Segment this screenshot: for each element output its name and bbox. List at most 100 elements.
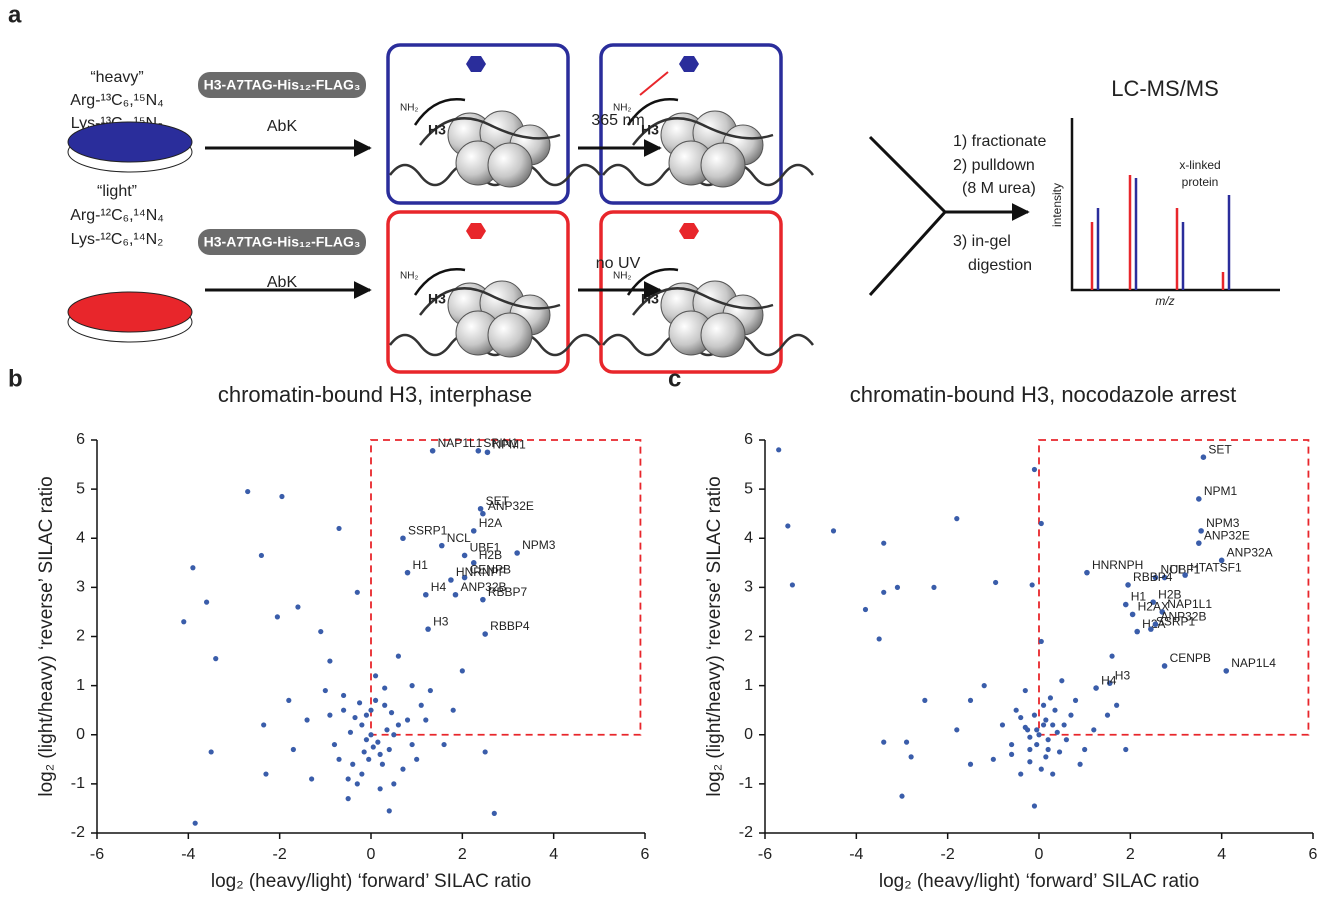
point-label: H3 xyxy=(1115,668,1131,682)
x-tick-label: -6 xyxy=(758,846,772,863)
labeled-point xyxy=(1161,663,1168,669)
point xyxy=(903,739,910,745)
point-label: NCL xyxy=(447,531,471,545)
heavy-label: “heavy” xyxy=(90,69,143,86)
point xyxy=(993,579,999,586)
amine: NH₂ xyxy=(613,103,631,114)
histone: H3 xyxy=(641,122,659,138)
point xyxy=(899,793,905,799)
point xyxy=(1040,702,1047,708)
point xyxy=(354,781,360,787)
x-tick-label: 2 xyxy=(458,846,467,863)
y-tick-label: 0 xyxy=(76,726,85,743)
labeled-point xyxy=(404,569,411,576)
point-label: ANP32B xyxy=(460,580,506,594)
point xyxy=(862,606,869,613)
labeled-point xyxy=(1084,569,1090,576)
point xyxy=(309,776,315,782)
y-tick-label: 2 xyxy=(744,628,753,645)
point xyxy=(1034,741,1040,748)
y-tick-label: -1 xyxy=(739,775,753,792)
point xyxy=(388,710,395,716)
point-label: HTATSF1 xyxy=(1190,560,1242,574)
point xyxy=(391,781,397,787)
labeled-point xyxy=(400,535,406,542)
highlight-box xyxy=(370,439,642,736)
point xyxy=(830,528,837,534)
point-label: NAP1L1 xyxy=(1167,597,1212,611)
x-tick-label: -2 xyxy=(273,846,287,863)
hexagon xyxy=(466,56,486,72)
point xyxy=(345,796,351,802)
histone: H3 xyxy=(428,122,446,138)
point-label: H2B xyxy=(1158,587,1181,601)
point xyxy=(354,589,360,595)
point xyxy=(1043,717,1049,723)
point xyxy=(1031,803,1038,809)
x-tick-label: -4 xyxy=(181,846,195,863)
point xyxy=(295,604,301,610)
y-tick-label: -1 xyxy=(71,775,85,792)
point xyxy=(341,707,347,713)
point xyxy=(1031,712,1038,718)
point-label: RBBP7 xyxy=(488,585,528,599)
point xyxy=(366,756,372,762)
point xyxy=(1114,702,1120,708)
hexagon xyxy=(466,223,486,239)
point xyxy=(384,727,390,733)
x-tick-label: 6 xyxy=(641,846,650,863)
y-tick-label: 5 xyxy=(744,480,753,497)
point-label: H1 xyxy=(1131,590,1147,604)
point xyxy=(1068,712,1074,718)
point xyxy=(1009,741,1015,748)
point xyxy=(427,687,433,694)
point xyxy=(1029,582,1035,588)
point xyxy=(377,786,383,792)
x-tick-label: 0 xyxy=(1035,846,1044,863)
point xyxy=(352,714,358,721)
point xyxy=(1038,520,1044,527)
point xyxy=(318,628,324,635)
point-label: SSRP1 xyxy=(1156,614,1196,628)
panel-a: a “heavy” Arg-¹³C₆,¹⁵N₄ Lys-¹³C₆,¹⁵N₂ “l… xyxy=(8,1,1280,374)
point xyxy=(350,761,356,767)
labeled-point xyxy=(1198,528,1204,534)
labeled-point xyxy=(480,596,486,603)
labeled-point xyxy=(1223,668,1230,674)
construct: H3-A7TAG-His₁₂-FLAG₃ xyxy=(204,234,361,250)
point xyxy=(1059,678,1065,684)
point xyxy=(1022,687,1028,694)
point-label: UBF1 xyxy=(470,541,501,555)
point xyxy=(908,754,914,760)
point xyxy=(370,744,376,750)
point-label: CENPB xyxy=(1170,651,1211,665)
point-label: ANP32E xyxy=(1204,528,1250,542)
point-label: HNRNPF xyxy=(456,565,506,579)
labeled-point xyxy=(461,574,468,581)
point xyxy=(290,746,296,753)
labeled-point xyxy=(1182,572,1188,578)
point-label: H4 xyxy=(1101,673,1117,687)
panel-label: b xyxy=(8,365,23,392)
point-label: NPM1 xyxy=(492,437,526,451)
labeled-point xyxy=(475,448,482,454)
point xyxy=(192,820,198,826)
point xyxy=(418,702,424,708)
ms-y-label: intensity xyxy=(1050,183,1064,227)
y-tick-label: 4 xyxy=(76,529,85,546)
reagent: AbK xyxy=(267,118,298,135)
x-axis-label: log₂ (heavy/light) ‘forward’ SILAC ratio xyxy=(211,871,531,892)
point xyxy=(368,732,374,738)
point-label: SSRP1 xyxy=(408,523,448,537)
highlight-box xyxy=(1038,439,1310,736)
point xyxy=(482,749,488,755)
point xyxy=(954,727,960,733)
point xyxy=(327,658,333,664)
point xyxy=(245,488,251,495)
point-label: HNRNPH xyxy=(1092,558,1143,572)
point xyxy=(331,741,338,748)
point xyxy=(204,599,210,605)
labeled-point xyxy=(1196,540,1202,546)
step: (8 M urea) xyxy=(962,180,1036,197)
labeled-point xyxy=(484,449,491,456)
